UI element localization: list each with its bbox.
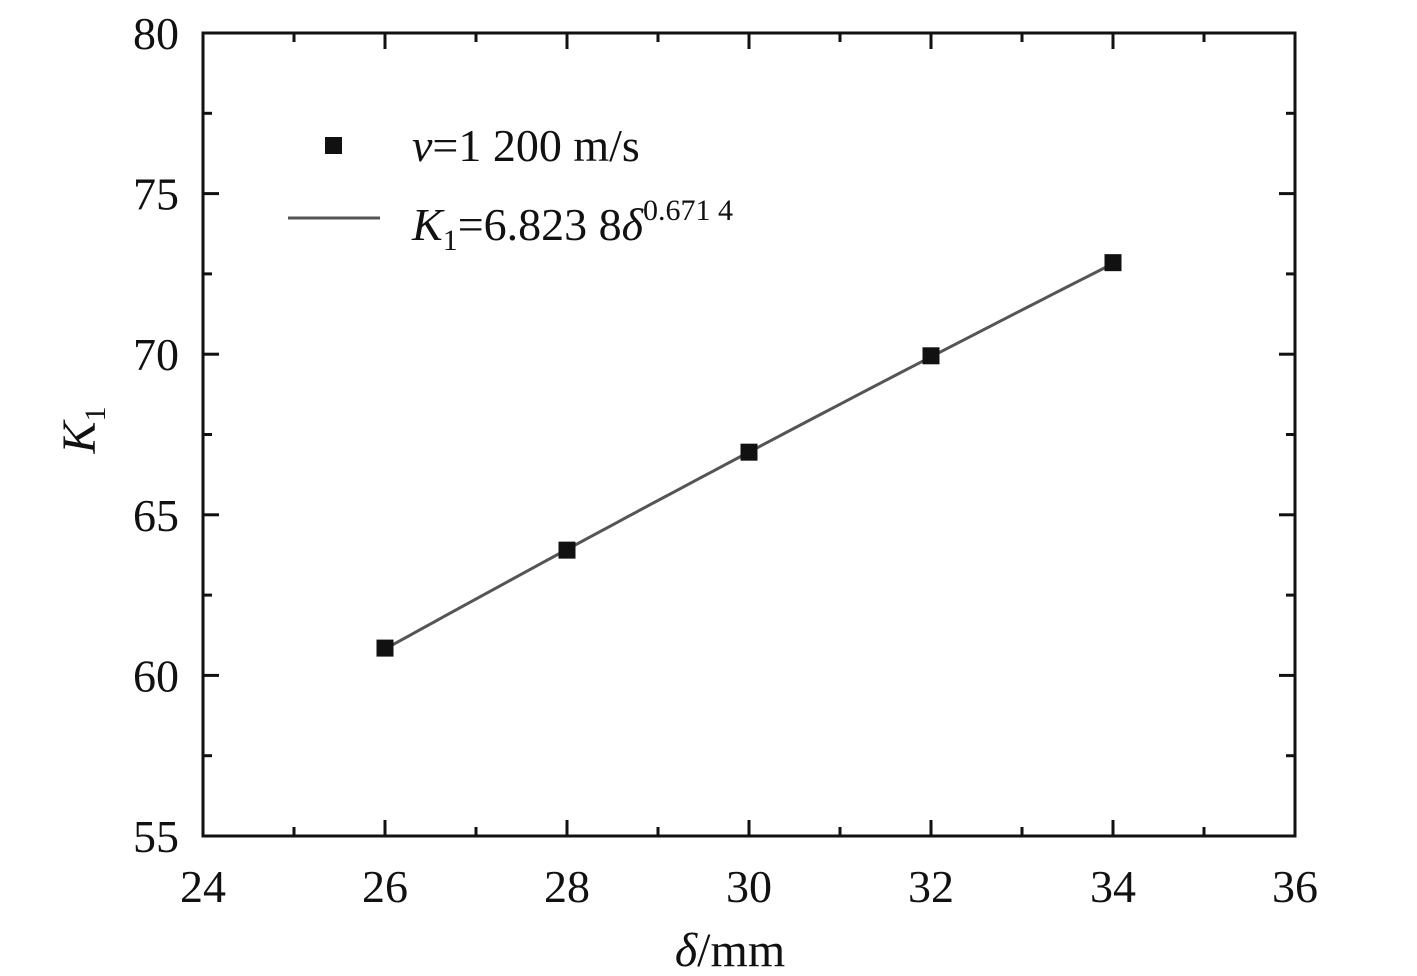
y-tick-label: 75: [133, 169, 179, 220]
x-axis: 24 26 28 30 32 34 36: [180, 33, 1318, 912]
y-tick-label: 65: [133, 490, 179, 541]
data-points: [376, 254, 1122, 657]
x-axis-title: δ/mm: [675, 924, 785, 976]
x-tick-label: 30: [726, 861, 772, 912]
y-tick-label: 55: [133, 811, 179, 862]
data-point: [376, 639, 394, 657]
y-tick-label: 80: [133, 8, 179, 59]
data-point: [922, 347, 940, 365]
x-tick-label: 34: [1090, 861, 1136, 912]
x-tick-label: 32: [908, 861, 954, 912]
x-tick-label: 26: [362, 861, 408, 912]
plot-frame: [201, 31, 1297, 838]
data-point: [740, 443, 758, 461]
x-tick-label: 24: [180, 861, 226, 912]
data-point: [1104, 254, 1122, 272]
plot-area: [201, 31, 1297, 838]
y-tick-label: 70: [133, 329, 179, 380]
x-tick-label: 28: [544, 861, 590, 912]
y-axis-title: K1: [53, 406, 112, 454]
y-axis: 55 60 65 70 75 80: [133, 8, 1295, 862]
legend-marker-scatter: [325, 137, 342, 154]
legend-label-scatter: v=1 200 m/s: [412, 120, 640, 171]
x-tick-label: 36: [1272, 861, 1318, 912]
data-point: [558, 541, 576, 559]
legend-label-fit: K1=6.823 8δ0.671 4: [411, 194, 733, 257]
legend: v=1 200 m/s K1=6.823 8δ0.671 4: [288, 120, 733, 257]
y-tick-label: 60: [133, 650, 179, 701]
